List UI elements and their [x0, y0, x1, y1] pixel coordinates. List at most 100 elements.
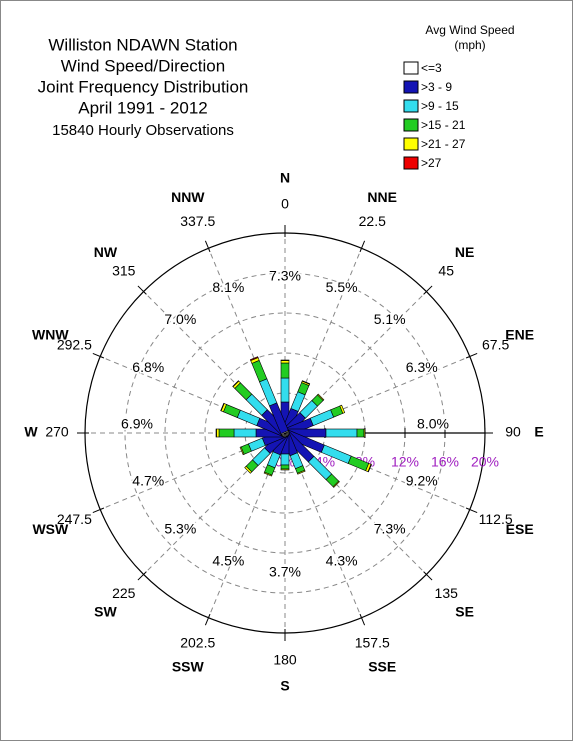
spoke [284, 432, 427, 575]
title-line: Joint Frequency Distribution [38, 77, 249, 96]
petal-segment [215, 428, 217, 438]
spoke [208, 432, 286, 618]
direction-percent: 7.3% [269, 268, 301, 284]
spoke [284, 432, 470, 510]
legend-title: (mph) [454, 38, 485, 52]
petal-segment [317, 393, 325, 401]
outer-tick [204, 240, 211, 253]
petal-segment [218, 428, 235, 438]
direction-name: N [280, 170, 290, 186]
angle-label: 90 [505, 424, 521, 440]
direction-percent: 8.0% [417, 416, 449, 432]
petal-segment [216, 428, 220, 438]
angle-label: 202.5 [180, 634, 215, 650]
direction-percent: 5.1% [374, 311, 406, 327]
direction-name: S [280, 678, 289, 694]
petal-segment [244, 465, 253, 474]
direction-percent: 5.5% [326, 279, 358, 295]
angle-label: 112.5 [479, 511, 513, 527]
petal-segment [263, 471, 273, 477]
outer-tick [204, 613, 211, 626]
legend-title: Avg Wind Speed [425, 23, 514, 37]
direction-percent: 7.3% [374, 520, 406, 536]
legend-swatch [403, 80, 419, 94]
outer-tick [92, 352, 105, 359]
petal-segment [280, 464, 290, 470]
petal-segment [363, 428, 366, 438]
petal-segment [280, 362, 290, 379]
legend-label: >15 - 21 [421, 118, 466, 132]
petal-segment [280, 359, 290, 361]
petal-segment [280, 360, 290, 364]
petal-segment [339, 404, 346, 414]
direction-percent: 6.8% [132, 359, 164, 375]
direction-name: E [534, 424, 543, 440]
legend-swatch [403, 61, 419, 75]
legend-label: >27 [421, 156, 442, 170]
direction-name: SSW [172, 658, 205, 674]
angle-label: 67.5 [482, 336, 509, 352]
legend-label: <=3 [421, 61, 442, 75]
direction-name: NW [94, 244, 118, 260]
outer-tick [359, 613, 366, 626]
direction-name: WSW [32, 521, 69, 537]
angle-label: 292.5 [57, 336, 92, 352]
angle-label: 337.5 [180, 213, 215, 229]
petal-segment [301, 380, 311, 385]
petal-segment [325, 428, 358, 438]
spoke [100, 356, 286, 434]
direction-name: SE [455, 603, 474, 619]
outer-tick [423, 285, 433, 295]
spoke [143, 291, 286, 434]
direction-name: SSE [368, 658, 396, 674]
direction-name: ESE [506, 521, 534, 537]
spoke [208, 248, 286, 434]
angle-label: 225 [112, 585, 136, 601]
angle-label: 270 [45, 424, 69, 440]
direction-percent: 7.0% [164, 311, 196, 327]
direction-name: W [24, 424, 38, 440]
legend-swatch [403, 137, 419, 151]
direction-name: NE [455, 244, 474, 260]
petal-segment [233, 428, 257, 438]
legend-swatch [403, 156, 419, 170]
spoke [143, 432, 286, 575]
direction-percent: 3.7% [269, 564, 301, 580]
angle-label: 0 [281, 196, 289, 212]
title-line: Wind Speed/Direction [61, 56, 225, 75]
outer-tick [137, 285, 147, 295]
angle-label: 22.5 [359, 213, 386, 229]
petal-segment [280, 377, 290, 403]
title-line: April 1991 - 2012 [78, 98, 207, 117]
petal-segment [332, 480, 340, 488]
petal-segment [220, 402, 225, 412]
spoke [284, 432, 362, 618]
legend-swatch [403, 118, 419, 132]
outer-tick [465, 507, 478, 514]
scale-tick-label: 20% [471, 454, 499, 470]
outer-tick [465, 352, 478, 359]
direction-name: SW [94, 603, 117, 619]
petal-segment [239, 446, 245, 456]
outer-tick [359, 240, 366, 253]
angle-label: 45 [438, 262, 454, 278]
direction-percent: 6.3% [406, 359, 438, 375]
angle-label: 315 [112, 262, 136, 278]
scale-tick-label: 12% [391, 454, 419, 470]
legend-swatch [403, 99, 419, 113]
direction-name: NNW [171, 189, 205, 205]
direction-percent: 8.1% [212, 279, 244, 295]
petal-segment [280, 468, 290, 471]
petal-segment [232, 380, 240, 388]
direction-percent: 9.2% [406, 472, 438, 488]
scale-tick-label: 16% [431, 454, 459, 470]
angle-label: 180 [273, 652, 297, 668]
legend-label: >9 - 15 [421, 99, 459, 113]
angle-label: 157.5 [355, 634, 390, 650]
outer-tick [137, 571, 147, 581]
petal-segment [356, 428, 365, 438]
petal-segment [249, 356, 259, 362]
legend-label: >21 - 27 [421, 137, 466, 151]
direction-percent: 5.3% [164, 520, 196, 536]
